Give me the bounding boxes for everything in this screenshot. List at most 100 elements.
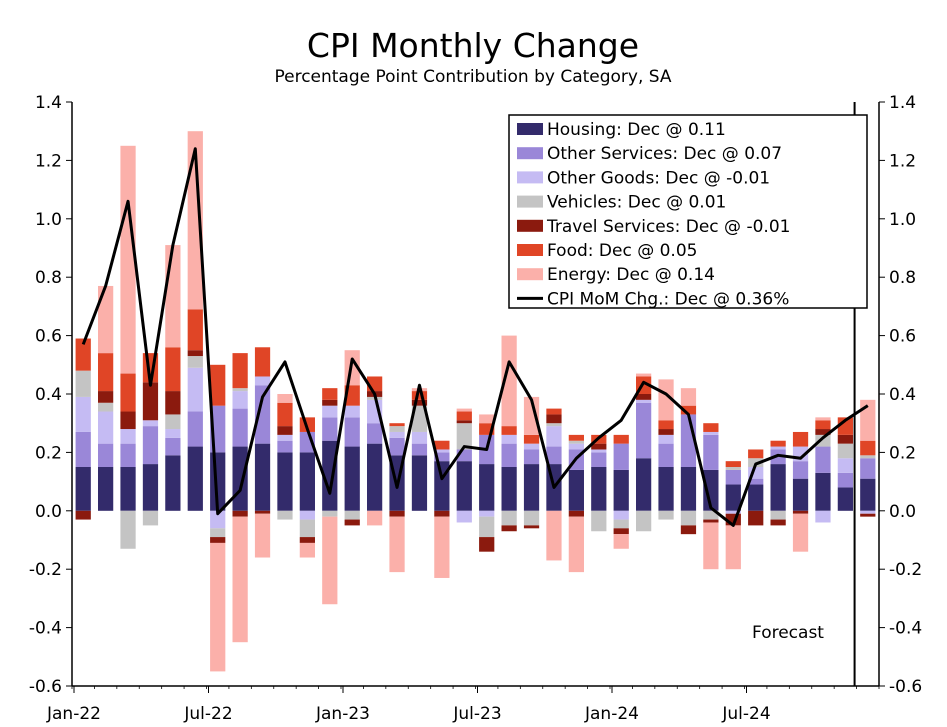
bar-housing-33 (815, 472, 831, 511)
bar-housing-12 (344, 446, 360, 511)
bar-other-goods-18 (479, 510, 495, 517)
bar-other-goods-0 (75, 396, 91, 432)
x-tick-label: Jan-22 (46, 704, 101, 724)
bar-travel-services-1 (98, 391, 114, 403)
bar-vehicles-26 (658, 510, 674, 520)
bar-energy-9 (277, 394, 293, 403)
bar-vehicles-2 (120, 510, 136, 549)
bar-travel-services-8 (254, 510, 271, 514)
bar-other-services-3 (142, 426, 159, 465)
legend-box (508, 114, 868, 309)
bar-housing-11 (322, 440, 338, 511)
bar-energy-6 (210, 542, 226, 672)
bar-food-24 (613, 434, 629, 444)
bar-travel-services-31 (770, 519, 786, 526)
bar-housing-32 (792, 478, 809, 511)
bar-food-17 (456, 411, 472, 421)
bar-travel-services-3 (142, 382, 159, 421)
bar-other-goods-23 (591, 449, 607, 453)
bar-housing-26 (658, 467, 674, 511)
bar-travel-services-11 (322, 399, 338, 406)
bar-housing-10 (299, 452, 315, 511)
y-tick-label-right: 0.8 (889, 268, 916, 288)
bar-energy-24 (613, 534, 629, 549)
y-tick-label-right: 1.4 (889, 93, 916, 113)
legend-label-food: Food: Dec @ 0.05 (547, 241, 697, 261)
bar-food-16 (434, 440, 450, 450)
bar-food-21 (546, 408, 562, 415)
bar-energy-35 (860, 399, 876, 441)
bar-food-2 (120, 373, 136, 412)
bar-food-0 (75, 338, 91, 371)
bar-other-services-9 (277, 440, 293, 453)
bar-housing-29 (725, 484, 741, 511)
bar-other-goods-14 (389, 431, 405, 438)
x-tick-label: Jul-24 (721, 704, 770, 724)
bar-housing-34 (837, 487, 853, 511)
bar-food-30 (748, 449, 764, 459)
bar-other-goods-10 (299, 510, 315, 520)
legend-swatch-other-goods (517, 171, 543, 184)
bar-vehicles-23 (591, 510, 607, 532)
bar-other-goods-9 (277, 434, 293, 441)
bar-housing-15 (411, 455, 428, 511)
y-tick-label-left: 1.4 (35, 93, 62, 113)
bar-energy-22 (568, 516, 584, 573)
legend-label-cpi-mom: CPI MoM Chg.: Dec @ 0.36% (547, 289, 789, 309)
bar-other-services-5 (187, 411, 203, 447)
bar-travel-services-12 (344, 519, 360, 526)
bar-other-goods-5 (187, 367, 203, 412)
y-tick-label-left: 0.6 (35, 327, 62, 347)
bar-other-services-24 (613, 443, 629, 470)
bar-housing-35 (860, 478, 876, 511)
bar-other-goods-35 (860, 510, 876, 514)
bar-other-goods-31 (770, 446, 786, 450)
y-tick-label-right: -0.2 (889, 560, 922, 580)
bar-housing-20 (523, 464, 540, 511)
legend-label-other-goods: Other Goods: Dec @ -0.01 (547, 168, 770, 188)
bar-other-services-23 (591, 452, 607, 467)
bar-travel-services-4 (165, 391, 181, 415)
y-tick-label-right: 0.0 (889, 502, 916, 522)
bar-other-goods-33 (815, 510, 831, 523)
bar-other-goods-2 (120, 429, 136, 444)
bar-food-29 (725, 461, 741, 467)
bar-energy-14 (389, 516, 405, 573)
bar-housing-2 (120, 467, 136, 511)
bar-housing-19 (501, 467, 517, 511)
y-tick-label-right: -0.6 (889, 677, 922, 697)
bar-housing-5 (187, 446, 203, 511)
bar-food-7 (232, 353, 248, 389)
bar-housing-31 (770, 464, 786, 511)
bar-other-goods-26 (658, 434, 674, 444)
bar-travel-services-25 (636, 394, 652, 400)
bar-food-19 (501, 426, 517, 435)
y-tick-label-right: 1.0 (889, 210, 916, 230)
bar-energy-5 (187, 131, 203, 310)
y-tick-label-right: 1.2 (889, 151, 916, 171)
bar-housing-24 (613, 469, 629, 511)
bar-other-services-29 (725, 469, 741, 485)
bar-other-goods-16 (434, 449, 450, 453)
bar-travel-services-16 (434, 510, 450, 517)
bar-other-goods-28 (703, 431, 719, 435)
bar-food-32 (792, 431, 809, 447)
bar-travel-services-27 (680, 525, 697, 535)
legend-label-travel-services: Travel Services: Dec @ -0.01 (546, 217, 790, 237)
bar-vehicles-12 (344, 510, 360, 520)
bar-vehicles-7 (232, 388, 248, 392)
bar-housing-18 (479, 464, 495, 511)
legend-swatch-housing (517, 123, 543, 135)
bar-vehicles-11 (322, 510, 338, 517)
y-tick-label-right: -0.4 (889, 619, 922, 639)
bar-other-services-12 (344, 417, 360, 447)
bar-energy-21 (546, 510, 562, 561)
bar-travel-services-20 (523, 525, 540, 529)
bar-travel-services-29 (725, 513, 741, 526)
bar-energy-27 (680, 388, 697, 406)
bar-other-goods-29 (725, 510, 741, 514)
x-tick-label: Jul-23 (452, 704, 501, 724)
bar-food-6 (210, 364, 226, 406)
bar-other-goods-17 (456, 510, 472, 523)
x-tick-label: Jan-24 (584, 704, 639, 724)
